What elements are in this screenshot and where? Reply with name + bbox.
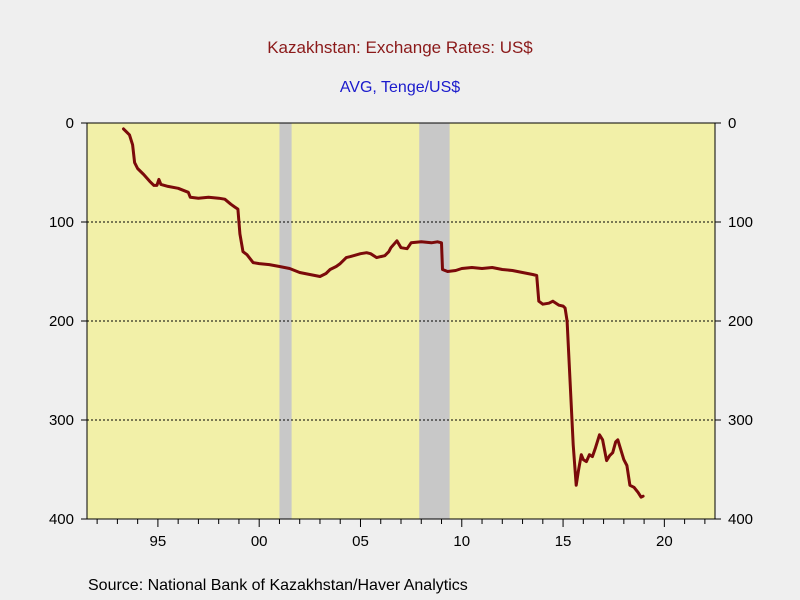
y-tick-label-right: 0 — [728, 115, 736, 132]
y-tick-label-left: 300 — [49, 412, 74, 429]
x-tick-label: 00 — [251, 533, 268, 550]
y-tick-label-right: 100 — [728, 214, 753, 231]
x-tick-label: 20 — [656, 533, 673, 550]
source-note: Source: National Bank of Kazakhstan/Have… — [88, 577, 468, 594]
chart-subtitle: AVG, Tenge/US$ — [339, 79, 461, 96]
y-tick-label-left: 400 — [49, 511, 74, 528]
y-tick-label-left: 100 — [49, 214, 74, 231]
x-tick-label: 15 — [555, 533, 572, 550]
y-tick-label-right: 400 — [728, 511, 753, 528]
y-tick-label-left: 0 — [66, 115, 74, 132]
recession-band — [279, 123, 292, 519]
y-tick-label-right: 200 — [728, 313, 753, 330]
y-tick-label-left: 200 — [49, 313, 74, 330]
x-tick-label: 10 — [453, 533, 470, 550]
series-line — [122, 127, 645, 499]
chart-title: Kazakhstan: Exchange Rates: US$ — [267, 38, 533, 57]
x-tick-label: 05 — [352, 533, 369, 550]
y-tick-label-right: 300 — [728, 412, 753, 429]
x-tick-label: 95 — [150, 533, 167, 550]
